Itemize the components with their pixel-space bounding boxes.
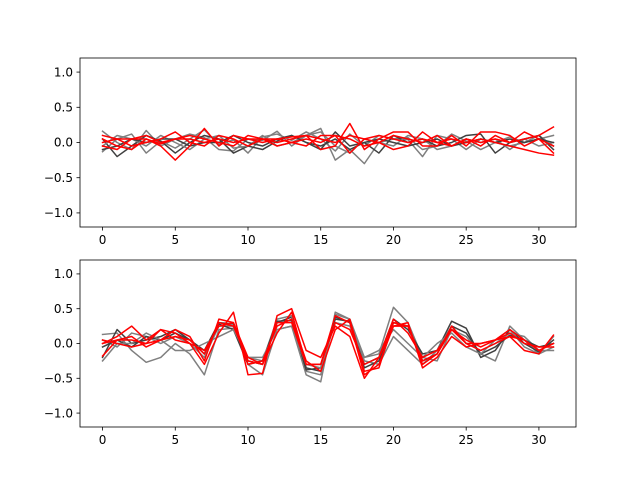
x-tick-label: 25 bbox=[459, 433, 474, 447]
y-tick-label: 0.0 bbox=[54, 337, 73, 351]
series-line-8 bbox=[101, 125, 555, 151]
x-tick-label: 20 bbox=[386, 433, 401, 447]
series-line-6 bbox=[101, 131, 555, 154]
series-line-8 bbox=[101, 318, 555, 366]
series-line-1 bbox=[101, 129, 555, 154]
x-tick-label: 10 bbox=[240, 233, 255, 247]
series-line-5 bbox=[101, 122, 555, 161]
y-tick-label: 1.0 bbox=[54, 65, 73, 79]
top-subplot: 0 5 10 15 20 25 30 −1.0 −0.5 0.0 0.5 1.0 bbox=[44, 57, 577, 247]
y-tick-label: 1.0 bbox=[54, 267, 73, 281]
x-tick-label: 30 bbox=[531, 433, 546, 447]
x-tick-label: 5 bbox=[171, 233, 179, 247]
y-tick-label: 0.5 bbox=[54, 302, 73, 316]
bottom-subplot: 0 5 10 15 20 25 30 −1.0 −0.5 0.0 0.5 1.0 bbox=[44, 259, 577, 447]
y-tick-label: −1.0 bbox=[44, 406, 73, 420]
y-tick-label: −0.5 bbox=[44, 171, 73, 185]
x-tick-label: 30 bbox=[531, 233, 546, 247]
x-tick-label: 10 bbox=[240, 433, 255, 447]
y-tick-label: 0.0 bbox=[54, 136, 73, 150]
series-line-6 bbox=[101, 311, 555, 376]
series-lines bbox=[101, 122, 555, 165]
x-tick-label: 5 bbox=[171, 433, 179, 447]
x-tick-label: 15 bbox=[313, 233, 328, 247]
y-tick-label: 0.5 bbox=[54, 100, 73, 114]
series-lines bbox=[101, 306, 555, 383]
y-tick-label: −1.0 bbox=[44, 206, 73, 220]
x-tick-label: 20 bbox=[386, 233, 401, 247]
x-tick-label: 15 bbox=[313, 433, 328, 447]
series-line-7 bbox=[101, 318, 555, 373]
x-tick-label: 0 bbox=[99, 233, 107, 247]
y-tick-label: −0.5 bbox=[44, 371, 73, 385]
x-tick-label: 0 bbox=[99, 433, 107, 447]
x-tick-label: 25 bbox=[459, 233, 474, 247]
